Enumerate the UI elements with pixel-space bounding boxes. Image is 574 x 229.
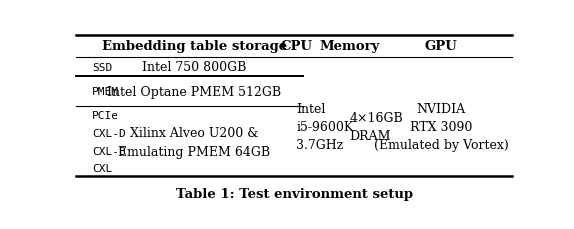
Text: Emulating PMEM 64GB: Emulating PMEM 64GB (118, 145, 270, 158)
Text: CXL: CXL (92, 164, 112, 173)
Text: Table 1: Test environment setup: Table 1: Test environment setup (176, 188, 413, 201)
Text: CXL-B: CXL-B (92, 146, 126, 156)
Text: Embedding table storage: Embedding table storage (102, 40, 286, 53)
Text: Xilinx Alveo U200 &: Xilinx Alveo U200 & (130, 127, 258, 140)
Text: CXL-D: CXL-D (92, 128, 126, 138)
Text: Intel Optane PMEM 512GB: Intel Optane PMEM 512GB (107, 85, 281, 98)
Text: PCIe: PCIe (92, 110, 119, 120)
Text: Intel
i5-9600K
3.7GHz: Intel i5-9600K 3.7GHz (296, 102, 354, 151)
Text: 4×16GB
DRAM: 4×16GB DRAM (350, 111, 404, 142)
Text: Intel 750 800GB: Intel 750 800GB (142, 61, 246, 74)
Text: CPU: CPU (281, 40, 312, 53)
Text: NVIDIA
RTX 3090
(Emulated by Vortex): NVIDIA RTX 3090 (Emulated by Vortex) (374, 102, 509, 151)
Text: PMEM: PMEM (92, 87, 119, 97)
Text: SSD: SSD (92, 63, 112, 73)
Text: Memory: Memory (320, 40, 380, 53)
Text: GPU: GPU (425, 40, 457, 53)
